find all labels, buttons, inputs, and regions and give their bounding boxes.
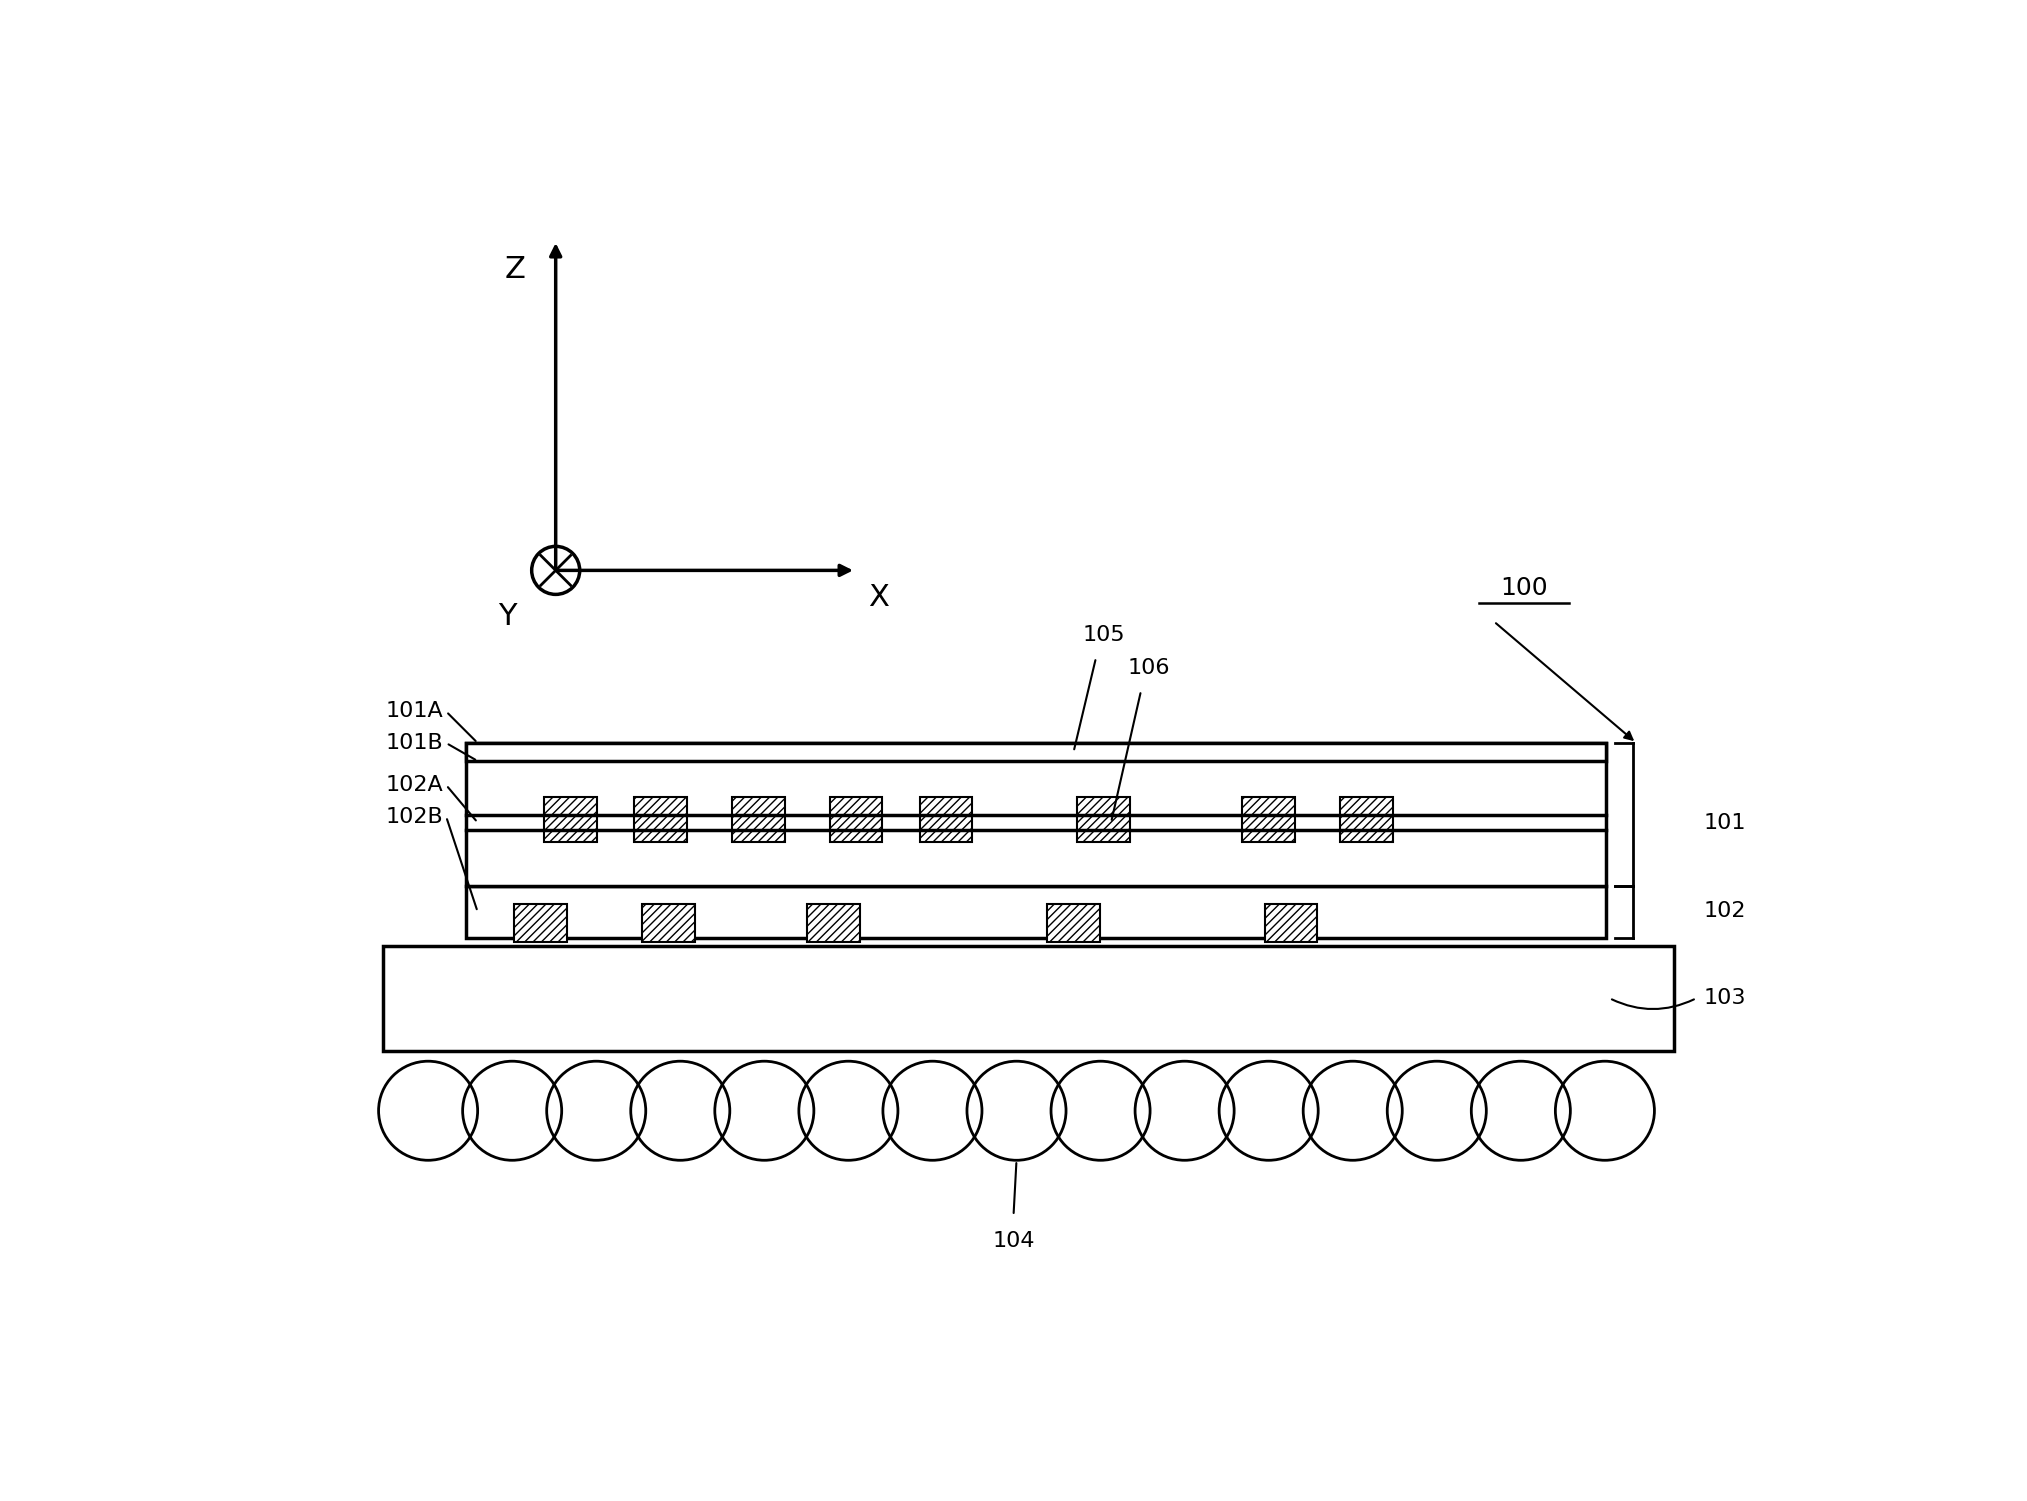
Bar — [643, 904, 695, 943]
Bar — [920, 797, 973, 842]
Bar — [1048, 904, 1101, 943]
Bar — [1265, 904, 1318, 943]
Text: Z: Z — [505, 255, 525, 284]
Bar — [807, 904, 859, 943]
Text: 102: 102 — [1705, 901, 1747, 922]
Bar — [634, 797, 687, 842]
Bar — [466, 743, 1605, 761]
Bar — [515, 904, 568, 943]
Text: 103: 103 — [1705, 988, 1747, 1009]
Bar — [829, 797, 882, 842]
Bar — [1340, 797, 1393, 842]
Text: X: X — [868, 582, 888, 612]
Text: Y: Y — [499, 602, 517, 630]
Text: 106: 106 — [1127, 659, 1170, 678]
Bar — [1243, 797, 1295, 842]
Bar — [466, 886, 1605, 938]
Text: 100: 100 — [1500, 576, 1549, 600]
Bar — [1076, 797, 1129, 842]
Bar — [545, 797, 598, 842]
Text: 104: 104 — [993, 1231, 1034, 1250]
Text: 105: 105 — [1082, 626, 1125, 645]
Text: 102B: 102B — [385, 806, 444, 827]
Text: 101: 101 — [1705, 812, 1747, 833]
Bar — [383, 946, 1674, 1051]
Text: 102A: 102A — [385, 775, 444, 796]
Text: 101A: 101A — [385, 701, 444, 722]
Text: 101B: 101B — [385, 732, 444, 754]
Bar — [466, 743, 1605, 886]
Bar — [732, 797, 784, 842]
